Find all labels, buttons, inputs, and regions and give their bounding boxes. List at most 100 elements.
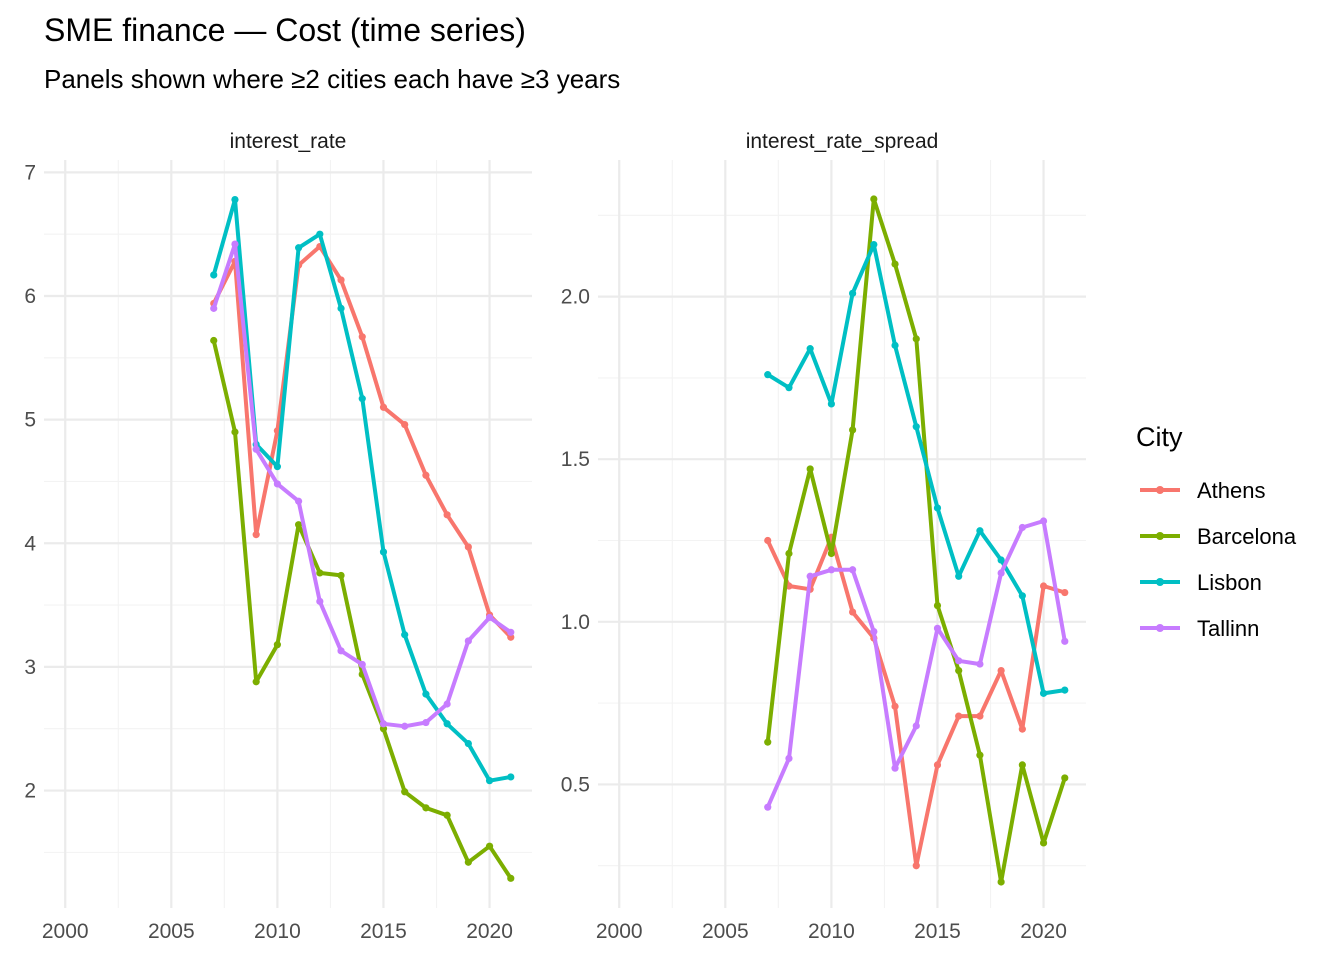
y-tick-label: 5	[24, 409, 36, 432]
data-point-lisbon	[337, 304, 345, 312]
data-point-athens	[955, 712, 963, 720]
data-point-lisbon	[316, 230, 324, 238]
data-point-barcelona	[464, 858, 472, 866]
data-point-athens	[764, 536, 772, 545]
data-point-barcelona	[827, 549, 835, 558]
data-point-athens	[997, 666, 1005, 675]
data-point-lisbon	[827, 400, 835, 408]
data-point-tallinn	[870, 627, 878, 636]
data-point-barcelona	[507, 874, 515, 882]
y-tick-label: 2.0	[561, 286, 590, 309]
data-point-lisbon	[891, 341, 899, 349]
data-point-barcelona	[1061, 774, 1069, 782]
panel-title-interest-rate: interest_rate	[230, 130, 347, 153]
legend-label-barcelona: Barcelona	[1197, 524, 1297, 549]
data-point-lisbon	[785, 384, 793, 392]
data-point-tallinn	[1018, 523, 1026, 532]
data-point-barcelona	[252, 678, 260, 686]
data-point-barcelona	[955, 666, 963, 675]
data-point-lisbon	[806, 345, 814, 353]
data-point-lisbon	[464, 739, 472, 748]
data-point-athens	[401, 420, 409, 429]
data-point-barcelona	[379, 725, 388, 733]
data-point-lisbon	[1061, 686, 1069, 694]
data-point-tallinn	[316, 597, 324, 605]
data-point-tallinn	[891, 764, 899, 772]
data-point-tallinn	[231, 240, 239, 248]
data-point-tallinn	[955, 657, 963, 665]
data-point-lisbon	[976, 527, 984, 535]
data-point-barcelona	[401, 788, 409, 796]
x-tick-label: 2010	[254, 920, 301, 943]
data-point-barcelona	[295, 521, 303, 529]
data-point-athens	[1018, 725, 1026, 733]
data-point-tallinn	[443, 700, 451, 708]
data-point-barcelona	[806, 465, 814, 473]
data-point-tallinn	[273, 480, 281, 488]
chart-title: SME finance — Cost (time series)	[44, 12, 526, 48]
data-point-barcelona	[891, 260, 899, 268]
data-point-barcelona	[485, 842, 494, 850]
data-point-tallinn	[507, 628, 515, 636]
legend-key-point-athens	[1156, 486, 1164, 494]
x-tick-label: 2015	[360, 920, 407, 943]
data-point-barcelona	[785, 549, 793, 558]
data-point-lisbon	[870, 240, 878, 249]
legend-key-point-barcelona	[1156, 532, 1164, 540]
data-point-lisbon	[422, 690, 430, 698]
data-point-tallinn	[422, 718, 430, 727]
y-tick-label: 4	[24, 532, 36, 555]
data-point-lisbon	[210, 271, 218, 279]
data-point-lisbon	[273, 463, 281, 471]
data-point-athens	[1039, 582, 1048, 590]
y-tick-label: 1.5	[561, 448, 590, 471]
data-point-barcelona	[273, 641, 281, 649]
data-point-barcelona	[337, 571, 345, 580]
data-point-barcelona	[316, 569, 324, 577]
x-tick-label: 2000	[596, 920, 643, 943]
data-point-lisbon	[1018, 592, 1026, 600]
data-point-tallinn	[764, 803, 772, 811]
data-point-lisbon	[912, 423, 920, 431]
data-point-lisbon	[1039, 689, 1048, 697]
data-point-tallinn	[785, 754, 793, 763]
data-point-tallinn	[976, 660, 984, 668]
chart-subtitle: Panels shown where ≥2 cities each have ≥…	[44, 64, 621, 94]
data-point-lisbon	[849, 289, 857, 297]
data-point-athens	[443, 511, 451, 519]
series-line-lisbon	[211, 197, 513, 783]
data-point-tallinn	[849, 566, 857, 574]
legend-items: Athens Barcelona Lisbon Tallinn	[1140, 478, 1297, 641]
data-point-lisbon	[764, 371, 772, 379]
data-point-lisbon	[997, 556, 1005, 564]
legend-label-tallinn: Tallinn	[1197, 616, 1259, 641]
data-point-tallinn	[997, 569, 1005, 577]
legend-title: City	[1136, 422, 1183, 452]
x-tick-label: 2015	[914, 920, 961, 943]
data-point-tallinn	[806, 572, 814, 580]
legend-key-point-tallinn	[1156, 624, 1164, 632]
x-tick-label: 2005	[148, 920, 195, 943]
legend: City Athens Barcelona Lisbon Tallinn	[1136, 422, 1297, 641]
data-point-tallinn	[933, 624, 942, 632]
data-point-lisbon	[507, 773, 515, 781]
y-tick-label: 7	[24, 161, 36, 184]
data-point-athens	[976, 712, 984, 720]
panel-interest-rate: interest_rate 2000 2005 2010 2015 2020 2 3 4 5 6 7	[24, 130, 532, 943]
data-point-athens	[464, 543, 472, 551]
data-point-lisbon	[295, 244, 303, 252]
series-line-barcelona	[211, 338, 513, 881]
x-tick-label: 2000	[42, 920, 89, 943]
data-point-barcelona	[849, 426, 857, 434]
data-point-lisbon	[379, 548, 388, 556]
data-point-barcelona	[210, 336, 218, 345]
data-point-athens	[358, 333, 366, 341]
data-point-tallinn	[827, 566, 835, 574]
data-point-barcelona	[933, 601, 942, 610]
data-point-lisbon	[955, 572, 963, 580]
legend-label-lisbon: Lisbon	[1197, 570, 1262, 595]
data-point-lisbon	[231, 195, 239, 204]
data-point-athens	[337, 276, 345, 284]
y-tick-label: 6	[24, 285, 36, 308]
data-point-tallinn	[379, 720, 388, 728]
